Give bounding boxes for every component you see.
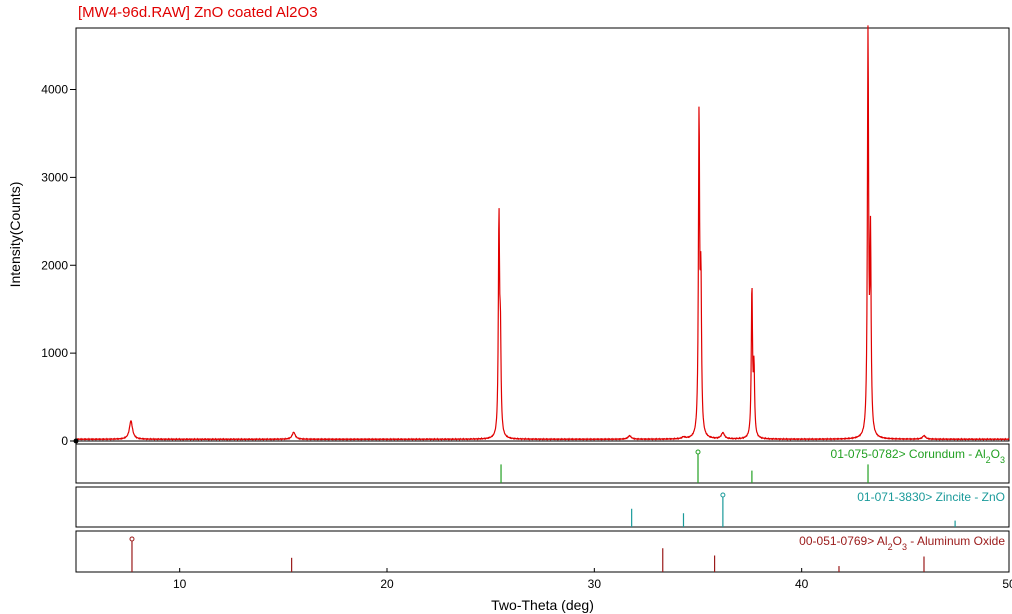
reference-strongest-marker <box>721 493 725 497</box>
x-tick-label: 10 <box>173 577 187 591</box>
y-tick-label: 3000 <box>41 170 68 184</box>
reference-label: 00-051-0769> Al2O3 - Aluminum Oxide <box>799 534 1005 552</box>
y-tick-label: 1000 <box>41 346 68 360</box>
y-tick-label: 2000 <box>41 258 68 272</box>
reference-label: 01-075-0782> Corundum - Al2O3 <box>831 447 1005 465</box>
y-tick-label: 4000 <box>41 83 68 97</box>
x-tick-label: 30 <box>588 577 602 591</box>
x-tick-label: 50 <box>1002 577 1012 591</box>
y-tick-label: 0 <box>61 434 68 448</box>
x-axis-label: Two-Theta (deg) <box>491 597 594 613</box>
x-tick-label: 20 <box>380 577 394 591</box>
x-tick-label: 40 <box>795 577 809 591</box>
reference-label: 01-071-3830> Zincite - ZnO <box>857 490 1005 504</box>
origin-marker <box>74 439 79 444</box>
reference-strongest-marker <box>130 537 134 541</box>
chart-title: [MW4-96d.RAW] ZnO coated Al2O3 <box>78 4 318 21</box>
y-axis-label: Intensity(Counts) <box>7 182 23 288</box>
reference-strongest-marker <box>696 450 700 454</box>
diffraction-pattern-line <box>76 25 1009 439</box>
